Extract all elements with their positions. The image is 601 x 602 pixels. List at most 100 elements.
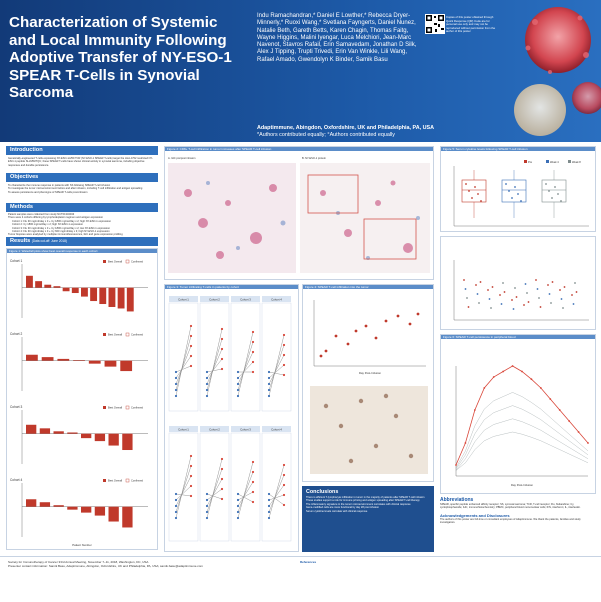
waterfall-bar (53, 431, 64, 434)
legend-label: Pre (528, 160, 533, 164)
qr-code[interactable] (425, 14, 445, 34)
stained-cell (373, 443, 379, 449)
cohort-plot-area (230, 302, 261, 412)
pre-point (236, 504, 240, 508)
results-title: Results (10, 238, 31, 244)
pre-point (267, 504, 271, 508)
legend-swatch (546, 160, 549, 163)
pre-point (236, 492, 240, 496)
conclusion-item: The inflammatory signature in the tumor … (306, 502, 411, 506)
patient-line (175, 493, 192, 497)
figure-5b-panel (440, 236, 596, 330)
scatter-point (548, 293, 551, 295)
post-point (282, 483, 286, 487)
scatter-point (476, 293, 479, 295)
cohort-name: Cohort 3 (240, 427, 251, 431)
abbreviations-title: Abbreviations (440, 497, 474, 503)
legend-label: Confirmed (131, 333, 144, 337)
abbreviations-text: SPEAR, specific peptide enhanced affinit… (440, 503, 581, 510)
patient-line (206, 338, 223, 391)
waterfall-bar (73, 360, 85, 361)
conclusions-title: Conclusions (306, 489, 339, 495)
pre-point (267, 394, 271, 398)
data-point (346, 342, 350, 346)
pre-point (205, 510, 209, 514)
persistence-point (558, 409, 561, 411)
post-point (282, 333, 286, 337)
method-item: Tumor biopsies were analyzed by multiple… (8, 233, 123, 237)
scatter-point (479, 281, 482, 283)
patient-line (206, 493, 223, 500)
t-cell-illustration (514, 7, 601, 136)
patient-persistence-line (455, 405, 589, 470)
cytokine-boxplot: Pre Week 4 Week 8 (453, 160, 589, 227)
waterfall-bar (53, 505, 64, 507)
pre-point (267, 376, 271, 380)
post-point (189, 454, 193, 458)
scatter-point (490, 307, 492, 309)
objective-item: To assess persistence and phenotype of S… (8, 190, 88, 194)
objective-item: To characterize the immune response in p… (8, 184, 111, 187)
persistence-point (473, 409, 476, 411)
cohort-plot-area (261, 302, 292, 412)
post-point (282, 473, 286, 477)
boxplot-point (474, 186, 476, 188)
scatter-point (491, 286, 494, 288)
ihc-image (310, 386, 428, 474)
patient-line (237, 491, 254, 501)
pre-point (174, 394, 178, 398)
waterfall-bar (26, 424, 37, 434)
stained-cell (358, 398, 364, 404)
scatter-point (523, 304, 525, 306)
scatter-point (502, 282, 504, 284)
post-point (282, 363, 286, 367)
cohort-plot-area (199, 302, 230, 412)
post-point (251, 350, 255, 354)
figure-1-title: Figure 1: Waterfall plots show best over… (7, 249, 157, 253)
scatter-point (500, 303, 503, 305)
cohort-plot-area (230, 432, 261, 542)
legend-swatch (125, 259, 130, 264)
cohort-plot-area (261, 432, 292, 542)
scatter-point (467, 306, 470, 308)
legend-label: Best Overall (108, 333, 123, 337)
figure-2b-label: B. NY-ESO-1 protein (302, 157, 326, 160)
legend-swatch (125, 405, 130, 410)
figure-2a-label: A. IHC pre/post infusion (168, 157, 196, 160)
waterfall-bar (57, 358, 70, 361)
footer-divider (0, 556, 601, 557)
persistence-point (455, 464, 457, 466)
cohort-name: Cohort 1 (178, 297, 189, 301)
scatter-point (527, 301, 530, 303)
patient-line (175, 345, 192, 385)
cohort-name: Cohort 3 (240, 297, 251, 301)
cohort-plot-area (168, 302, 199, 412)
stained-cell (348, 458, 354, 464)
patient-line (268, 334, 285, 397)
post-point (251, 500, 255, 504)
pre-point (236, 370, 240, 374)
boxplot-point (551, 197, 553, 199)
scatter-point (572, 303, 575, 305)
figure-2-title: Figure 2: CD8+ T-cell infiltration in tu… (165, 147, 433, 151)
legend-label: Week 4 (550, 160, 559, 164)
method-item: Cohort 3: Flu 30 mg/m2/day x 3 + Cy 1800… (12, 226, 111, 230)
scatter-point (562, 307, 564, 309)
pre-point (236, 516, 240, 520)
patient-line (268, 364, 285, 379)
poster-title: Characterization of Systemic and Local I… (9, 14, 232, 102)
boxplot-point (468, 190, 470, 192)
waterfall-bar (81, 433, 92, 439)
post-point (189, 484, 193, 488)
patient-line (175, 355, 192, 379)
scatter-point (514, 287, 516, 289)
pre-point (267, 516, 271, 520)
conclusion-item: Gene-modified cells are more functional … (306, 506, 380, 510)
pre-point (205, 504, 209, 508)
patient-line (237, 471, 254, 513)
waterfall-bar (44, 284, 52, 288)
boxplot-point (511, 197, 513, 199)
waterfall-bar (35, 281, 43, 288)
waterfall-bar (67, 432, 78, 434)
boxplot-point (465, 183, 467, 185)
